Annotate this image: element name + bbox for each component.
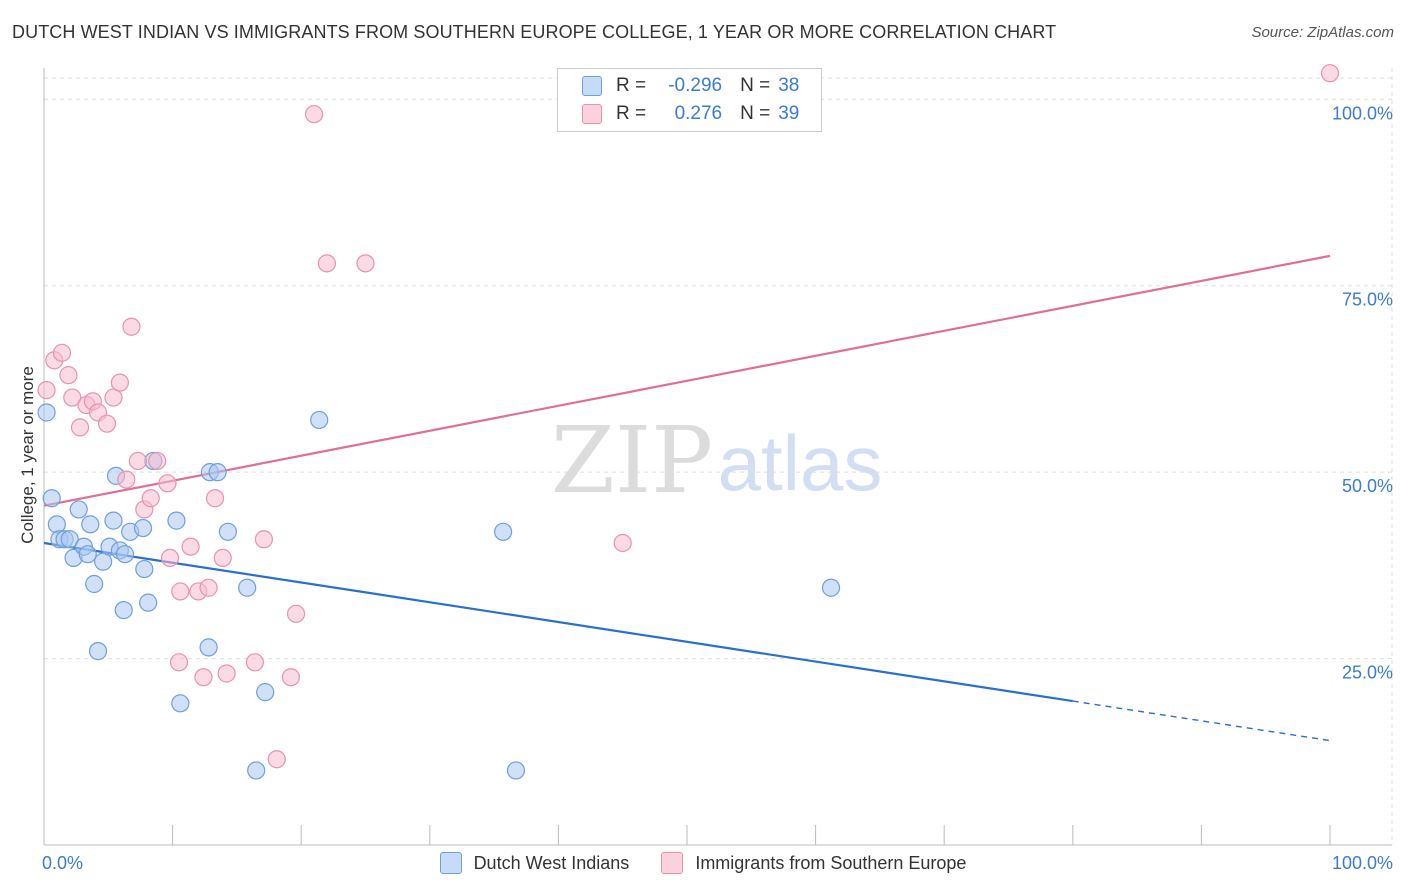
trend-lines xyxy=(43,254,1331,742)
point-immigrants-southern-europe xyxy=(160,548,180,568)
point-immigrants-southern-europe xyxy=(213,548,232,568)
point-immigrants-southern-europe xyxy=(194,668,213,687)
grid-lines xyxy=(44,68,1393,845)
legend-n-value: 39 xyxy=(778,103,800,124)
point-immigrants-southern-europe xyxy=(286,604,306,623)
point-dutch-west-indians xyxy=(310,410,329,430)
point-immigrants-southern-europe xyxy=(317,254,337,273)
point-immigrants-southern-europe xyxy=(122,317,141,336)
point-dutch-west-indians xyxy=(218,522,237,541)
point-dutch-west-indians xyxy=(171,694,190,713)
point-dutch-west-indians xyxy=(60,530,79,549)
y-axis-label: College, 1 year or more xyxy=(18,366,37,544)
point-dutch-west-indians xyxy=(167,511,186,530)
point-dutch-west-indians xyxy=(114,600,133,620)
legend-n-value: 38 xyxy=(778,75,800,96)
point-immigrants-southern-europe xyxy=(110,373,129,392)
point-dutch-west-indians xyxy=(821,578,841,597)
trend-line-blue xyxy=(43,541,1073,703)
point-immigrants-southern-europe xyxy=(158,474,177,493)
legend-r-value: -0.296 xyxy=(668,75,723,96)
point-immigrants-southern-europe xyxy=(128,451,147,471)
legend-item-dutch-west-indians: Dutch West Indians xyxy=(439,852,630,874)
point-immigrants-southern-europe xyxy=(613,533,632,553)
point-immigrants-southern-europe xyxy=(217,664,236,683)
point-immigrants-southern-europe xyxy=(141,489,160,508)
point-immigrants-southern-europe xyxy=(59,366,78,385)
point-dutch-west-indians xyxy=(135,559,154,579)
legend-series-name: Immigrants from Southern Europe xyxy=(695,852,967,873)
point-dutch-west-indians xyxy=(104,511,123,530)
legend-n-label: N = xyxy=(740,75,771,96)
source-label: Source: ZipAtlas.com xyxy=(1251,24,1394,41)
point-immigrants-southern-europe xyxy=(254,530,274,549)
watermark-atlas: atlas xyxy=(718,419,883,507)
legend-swatch-blue xyxy=(582,76,602,96)
y-tick-label: 75.0% xyxy=(1342,290,1393,310)
point-immigrants-southern-europe xyxy=(281,668,301,687)
series-legend: Dutch West Indians Immigrants from South… xyxy=(0,852,1406,874)
x-tick-label: 100.0% xyxy=(1332,853,1393,873)
point-dutch-west-indians xyxy=(37,403,56,422)
point-immigrants-southern-europe xyxy=(267,750,286,769)
y-tick-label: 25.0% xyxy=(1342,663,1393,683)
point-immigrants-southern-europe xyxy=(148,451,167,471)
point-immigrants-southern-europe xyxy=(52,343,72,362)
point-dutch-west-indians xyxy=(47,515,66,534)
point-dutch-west-indians xyxy=(78,545,97,564)
tick-labels: 25.0% 50.0% 75.0% 100.0% 0.0% 100.0% xyxy=(42,103,1393,873)
point-immigrants-southern-europe xyxy=(97,414,117,433)
legend-swatch-blue xyxy=(439,852,462,874)
legend-n-label: N = xyxy=(740,103,771,124)
point-dutch-west-indians xyxy=(42,489,61,508)
point-dutch-west-indians xyxy=(139,593,158,612)
chart-title: DUTCH WEST INDIAN VS IMMIGRANTS FROM SOU… xyxy=(12,22,1057,42)
y-tick-label: 50.0% xyxy=(1342,476,1393,496)
legend-series-name: Dutch West Indians xyxy=(473,852,630,873)
legend-r-label: R = xyxy=(616,75,647,96)
point-immigrants-southern-europe xyxy=(304,105,324,124)
legend-swatch-pink xyxy=(582,104,602,124)
legend-row-pink: R = 0.276 N = 39 xyxy=(582,102,799,126)
point-immigrants-southern-europe xyxy=(37,381,56,400)
point-immigrants-southern-europe xyxy=(1320,64,1340,83)
trend-line-pink xyxy=(43,254,1331,507)
point-immigrants-southern-europe xyxy=(169,653,189,672)
axes xyxy=(43,68,1392,846)
point-dutch-west-indians xyxy=(247,761,266,780)
legend-row-blue: R = -0.296 N = 38 xyxy=(582,74,799,98)
point-immigrants-southern-europe xyxy=(205,489,225,508)
legend-item-immigrants-southern-europe: Immigrants from Southern Europe xyxy=(661,852,966,874)
data-points xyxy=(37,64,1340,780)
point-dutch-west-indians xyxy=(133,518,153,538)
legend-r-label: R = xyxy=(616,103,647,124)
point-immigrants-southern-europe xyxy=(70,418,90,437)
point-dutch-west-indians xyxy=(69,500,88,519)
point-dutch-west-indians xyxy=(208,463,227,482)
point-immigrants-southern-europe xyxy=(171,582,190,601)
legend-swatch-pink xyxy=(661,852,684,874)
legend-r-value: 0.276 xyxy=(674,103,723,124)
point-dutch-west-indians xyxy=(199,638,218,657)
point-dutch-west-indians xyxy=(88,642,108,661)
point-immigrants-southern-europe xyxy=(181,537,200,556)
correlation-legend: R = -0.296 N = 38 R = 0.276 N = 39 xyxy=(557,68,822,132)
watermark-zip: ZIP xyxy=(551,407,713,514)
point-dutch-west-indians xyxy=(506,761,526,780)
point-dutch-west-indians xyxy=(115,545,135,564)
point-dutch-west-indians xyxy=(85,574,104,594)
point-immigrants-southern-europe xyxy=(199,578,218,597)
trend-line-blue-extrapolated xyxy=(1072,700,1331,742)
point-immigrants-southern-europe xyxy=(356,254,375,273)
point-immigrants-southern-europe xyxy=(63,388,82,407)
point-dutch-west-indians xyxy=(81,515,100,534)
point-dutch-west-indians xyxy=(494,522,513,541)
point-immigrants-southern-europe xyxy=(117,470,136,489)
point-dutch-west-indians xyxy=(256,683,275,702)
point-dutch-west-indians xyxy=(238,578,257,597)
x-tick-label: 0.0% xyxy=(42,853,83,873)
point-immigrants-southern-europe xyxy=(245,653,265,672)
y-tick-label: 100.0% xyxy=(1332,103,1393,123)
